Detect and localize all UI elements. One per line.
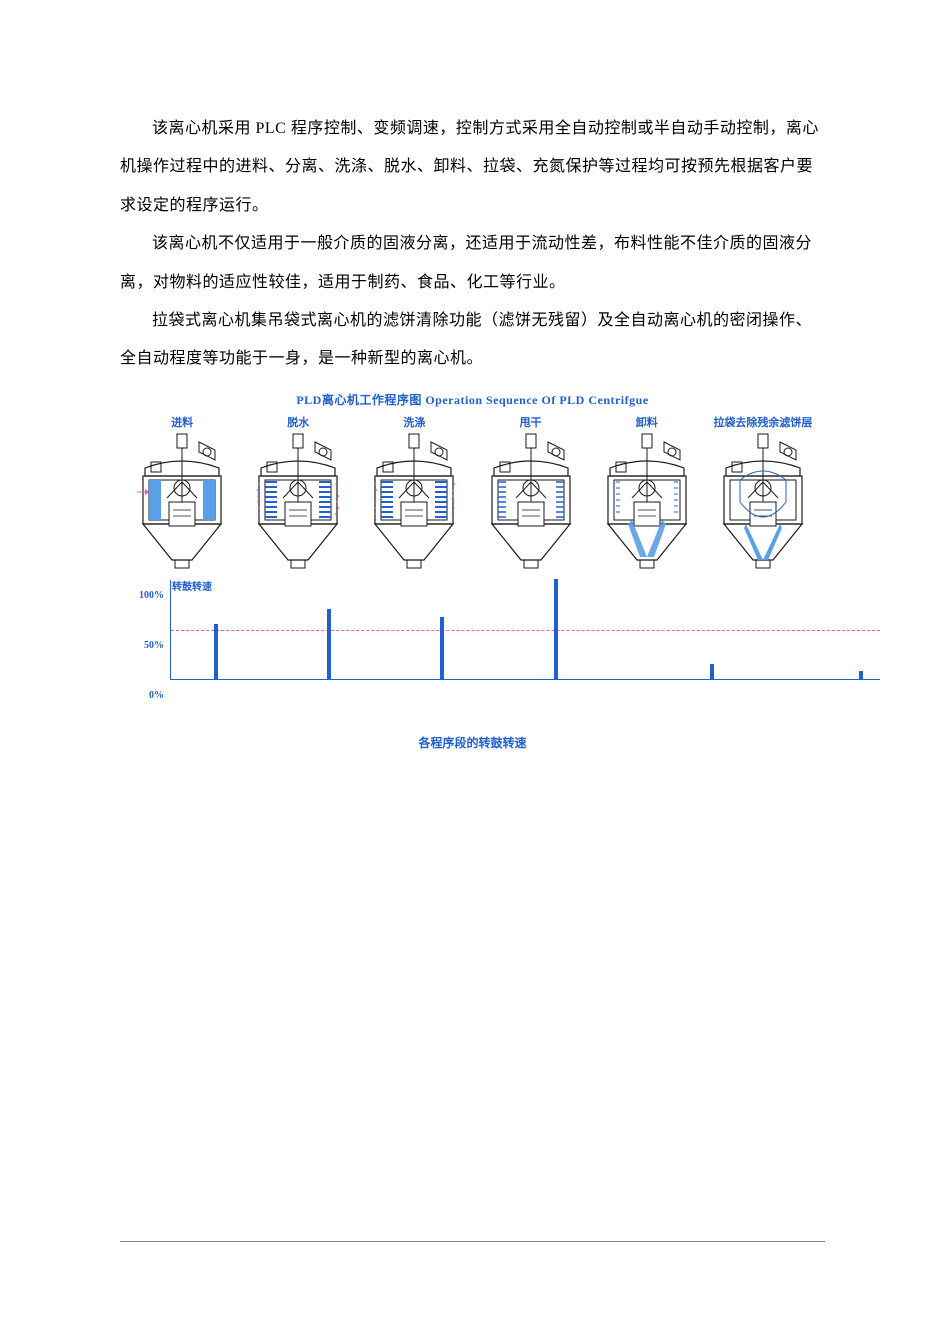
footer-separator xyxy=(120,1241,825,1242)
speed-chart: 转鼓转速 0%50%100% xyxy=(120,580,825,710)
chart-bar xyxy=(214,624,218,679)
chart-midline xyxy=(171,630,880,631)
chart-bar xyxy=(710,664,714,679)
centrifuge-step: 脱水 xyxy=(240,414,356,572)
chart-bar xyxy=(327,609,331,679)
step-label: 甩干 xyxy=(520,414,542,430)
step-label: 进料 xyxy=(171,414,193,430)
chart-caption: 各程序段的转鼓转速 xyxy=(120,734,825,751)
centrifuge-step: 甩干 xyxy=(473,414,589,572)
centrifuge-svg xyxy=(127,432,237,572)
centrifuge-step: 洗涤 xyxy=(356,414,472,572)
chart-bar xyxy=(859,671,863,679)
centrifuge-step: 进料 xyxy=(124,414,240,572)
step-label: 洗涤 xyxy=(403,414,425,430)
centrifuge-step: 卸料 xyxy=(589,414,705,572)
chart-ytick: 0% xyxy=(130,690,164,701)
centrifuge-svg xyxy=(708,432,818,572)
centrifuge-row: 进料 脱水 xyxy=(120,414,825,572)
chart-bar xyxy=(554,579,558,679)
document-page: 该离心机采用 PLC 程序控制、变频调速，控制方式采用全自动控制或半自动手动控制… xyxy=(0,0,945,1337)
paragraph-2: 该离心机不仅适用于一般介质的固液分离，还适用于流动性差，布料性能不佳介质的固液分… xyxy=(120,225,825,302)
centrifuge-svg xyxy=(243,432,353,572)
chart-ytick: 50% xyxy=(130,640,164,651)
step-label: 脱水 xyxy=(287,414,309,430)
paragraph-1: 该离心机采用 PLC 程序控制、变频调速，控制方式采用全自动控制或半自动手动控制… xyxy=(120,110,825,225)
centrifuge-svg xyxy=(592,432,702,572)
operation-sequence-diagram: PLD离心机工作程序图 Operation Sequence Of PLD Ce… xyxy=(120,391,825,751)
step-label: 卸料 xyxy=(636,414,658,430)
chart-ytick: 100% xyxy=(130,590,164,601)
chart-area xyxy=(170,580,880,680)
chart-bar xyxy=(440,617,444,679)
centrifuge-svg xyxy=(476,432,586,572)
diagram-title: PLD离心机工作程序图 Operation Sequence Of PLD Ce… xyxy=(120,391,825,408)
paragraph-3: 拉袋式离心机集吊袋式离心机的滤饼清除功能（滤饼无残留）及全自动离心机的密闭操作、… xyxy=(120,302,825,379)
centrifuge-step: 拉袋去除残余滤饼层 xyxy=(705,414,821,572)
centrifuge-svg xyxy=(359,432,469,572)
step-label: 拉袋去除残余滤饼层 xyxy=(713,414,812,430)
